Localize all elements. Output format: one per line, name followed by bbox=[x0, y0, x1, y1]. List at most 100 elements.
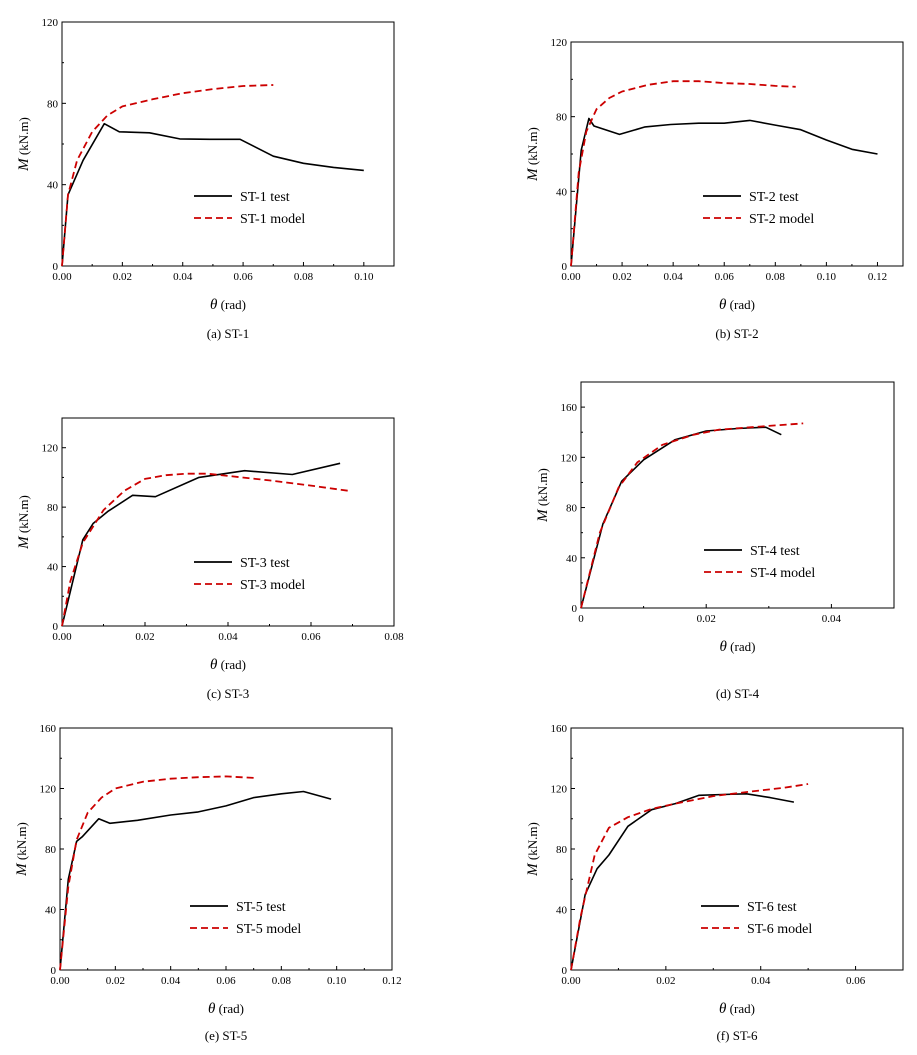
x-tick-label: 0.02 bbox=[656, 975, 675, 987]
x-tick-label: 0.06 bbox=[301, 631, 321, 643]
y-tick-label: 80 bbox=[556, 844, 568, 856]
y-axis-label: M (kN.m) bbox=[525, 127, 541, 182]
chart-panel-2: 0.00 0.02 0.04 0.06 0.08 0.10 0.12 0 40 80 120 θ (r… bbox=[525, 37, 904, 341]
y-tick-label: 40 bbox=[566, 553, 578, 565]
x-axis-label: θ (rad) bbox=[720, 639, 756, 655]
plot-frame bbox=[61, 21, 395, 267]
x-tick-label: 0.06 bbox=[846, 975, 866, 987]
y-axis-label: M (kN.m) bbox=[535, 468, 551, 523]
panel-caption: (f) ST-6 bbox=[716, 1028, 758, 1043]
x-tick-label: 0.08 bbox=[272, 975, 292, 987]
y-tick-label: 160 bbox=[40, 723, 57, 735]
y-tick-label: 160 bbox=[561, 402, 578, 414]
y-tick-label: 0 bbox=[53, 261, 59, 273]
x-axis-label: θ (rad) bbox=[208, 1001, 244, 1017]
y-tick-label: 40 bbox=[45, 905, 57, 917]
chart-panel-4: 0 0.02 0.04 0 40 80 120 160 θ (rad) M (kN.m) ST-4 … bbox=[535, 381, 895, 701]
y-axis-label: M (kN.m) bbox=[14, 822, 30, 877]
x-tick-label: 0.00 bbox=[52, 271, 72, 283]
y-tick-label: 120 bbox=[42, 17, 59, 29]
model-series-line bbox=[61, 472, 349, 627]
model-series-line bbox=[570, 783, 809, 971]
legend-entry: ST-4 test bbox=[750, 544, 800, 559]
y-tick-label: 0 bbox=[562, 261, 568, 273]
y-axis-label: M (kN.m) bbox=[16, 117, 32, 172]
x-tick-label: 0.00 bbox=[561, 975, 581, 987]
y-tick-label: 120 bbox=[561, 452, 578, 464]
legend-entry: ST-5 test bbox=[236, 900, 286, 915]
chart-panel-3: 0.00 0.02 0.04 0.06 0.08 0 40 80 120 θ (rad) M (kN… bbox=[16, 417, 404, 701]
x-tick-label: 0.00 bbox=[50, 975, 70, 987]
y-tick-label: 40 bbox=[556, 905, 568, 917]
legend-entry: ST-4 model bbox=[750, 566, 815, 581]
y-tick-label: 40 bbox=[47, 180, 59, 192]
y-tick-label: 80 bbox=[45, 844, 57, 856]
y-tick-label: 120 bbox=[551, 37, 568, 49]
chart-panel-6: 0.00 0.02 0.04 0.06 0 40 80 120 160 θ (rad) M (kN.… bbox=[525, 723, 904, 1043]
x-axis-label: θ (rad) bbox=[719, 297, 755, 313]
model-series-line bbox=[580, 422, 804, 609]
x-tick-label: 0 bbox=[578, 613, 584, 625]
legend-entry: ST-6 test bbox=[747, 900, 797, 915]
x-tick-label: 0.04 bbox=[751, 975, 771, 987]
x-tick-label: 0.04 bbox=[822, 613, 842, 625]
chart-panel-1: 0.00 0.02 0.04 0.06 0.08 0.10 0 40 80 120 θ (rad) M… bbox=[16, 17, 395, 341]
x-tick-label: 0.02 bbox=[106, 975, 125, 987]
y-tick-label: 40 bbox=[556, 186, 568, 198]
test-series-line bbox=[59, 790, 332, 971]
test-series-line bbox=[570, 792, 795, 971]
y-tick-label: 0 bbox=[562, 965, 568, 977]
x-axis-label: θ (rad) bbox=[210, 657, 246, 673]
y-tick-label: 80 bbox=[566, 503, 578, 515]
model-series-line bbox=[570, 80, 796, 267]
x-tick-label: 0.06 bbox=[216, 975, 236, 987]
y-tick-label: 0 bbox=[53, 621, 59, 633]
y-tick-label: 80 bbox=[47, 98, 59, 110]
y-tick-label: 80 bbox=[47, 502, 59, 514]
legend-entry: ST-6 model bbox=[747, 922, 812, 937]
legend-entry: ST-2 model bbox=[749, 212, 814, 227]
x-tick-label: 0.10 bbox=[354, 271, 374, 283]
x-tick-label: 0.02 bbox=[612, 271, 631, 283]
model-series-line bbox=[61, 84, 274, 267]
panel-caption: (e) ST-5 bbox=[205, 1028, 248, 1043]
x-tick-label: 0.08 bbox=[294, 271, 314, 283]
x-tick-label: 0.02 bbox=[135, 631, 154, 643]
chart-panel-5: 0.00 0.02 0.04 0.06 0.08 0.10 0.12 0 40 80 120 160 θ… bbox=[14, 723, 402, 1043]
x-tick-label: 0.10 bbox=[817, 271, 837, 283]
x-tick-label: 0.02 bbox=[113, 271, 132, 283]
test-series-line bbox=[61, 462, 341, 627]
plot-frame bbox=[570, 41, 904, 267]
legend-entry: ST-3 model bbox=[240, 578, 305, 593]
x-tick-label: 0.12 bbox=[868, 271, 887, 283]
y-tick-label: 0 bbox=[572, 603, 578, 615]
x-tick-label: 0.08 bbox=[384, 631, 404, 643]
y-tick-label: 40 bbox=[47, 562, 59, 574]
model-series-line bbox=[59, 775, 254, 971]
y-tick-label: 0 bbox=[51, 965, 57, 977]
legend-entry: ST-2 test bbox=[749, 190, 799, 205]
y-tick-label: 80 bbox=[556, 112, 568, 124]
panel-caption: (d) ST-4 bbox=[716, 686, 760, 701]
panel-caption: (a) ST-1 bbox=[207, 326, 250, 341]
plot-frame bbox=[580, 381, 895, 609]
x-tick-label: 0.12 bbox=[382, 975, 401, 987]
plot-frame bbox=[570, 727, 904, 971]
y-axis-label: M (kN.m) bbox=[525, 822, 541, 877]
panel-caption: (b) ST-2 bbox=[715, 326, 758, 341]
test-series-line bbox=[570, 117, 878, 267]
y-tick-label: 120 bbox=[40, 784, 57, 796]
x-tick-label: 0.04 bbox=[664, 271, 684, 283]
x-tick-label: 0.06 bbox=[715, 271, 735, 283]
plot-frame bbox=[59, 727, 393, 971]
x-axis-label: θ (rad) bbox=[210, 297, 246, 313]
x-axis-label: θ (rad) bbox=[719, 1001, 755, 1017]
y-tick-label: 120 bbox=[42, 443, 59, 455]
x-tick-label: 0.10 bbox=[327, 975, 347, 987]
x-tick-label: 0.06 bbox=[233, 271, 253, 283]
plot-frame bbox=[61, 417, 395, 627]
x-tick-label: 0.04 bbox=[161, 975, 181, 987]
legend-entry: ST-1 model bbox=[240, 212, 305, 227]
y-tick-label: 160 bbox=[551, 723, 568, 735]
